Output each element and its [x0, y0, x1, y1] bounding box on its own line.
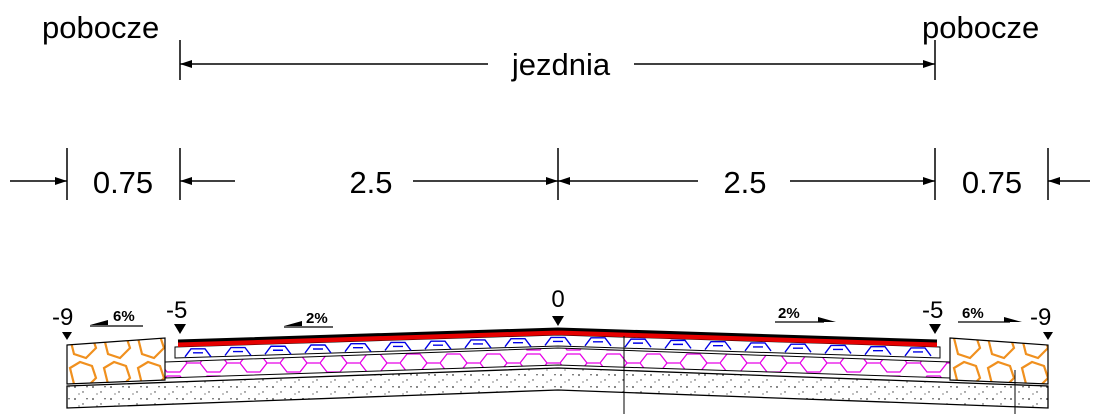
elevation-right-carriageway: -5: [922, 297, 943, 324]
dimension-right-carriageway: 2.5: [723, 165, 766, 200]
binder-course-mark: [544, 336, 572, 346]
slope-left-shoulder: 6%: [113, 308, 135, 325]
binder-course-mark: [504, 337, 532, 348]
binder-course-mark: [744, 342, 772, 352]
wearing-course-layer: [178, 330, 937, 347]
width-dimensions: 0.75 2.5 2.5 0.75: [10, 148, 1090, 200]
shoulder-right-label: pobocze: [922, 10, 1039, 45]
dimension-left-carriageway: 2.5: [349, 165, 392, 200]
binder-course-mark: [784, 343, 812, 353]
binder-course-mark: [384, 341, 412, 351]
binder-course-marks: [184, 336, 932, 358]
elevation-markers: -9 -5 0 -5 -9: [52, 286, 1053, 340]
elevation-left-edge: -9: [52, 304, 73, 331]
binder-course-mark: [864, 345, 892, 356]
binder-course-mark: [344, 343, 372, 353]
binder-course-mark: [224, 346, 252, 356]
shoulder-left-label: pobocze: [42, 10, 159, 45]
binder-course-mark: [424, 340, 452, 350]
dimension-right-shoulder: 0.75: [962, 165, 1022, 200]
pavement-section: [66, 327, 1049, 414]
lower-base-layer: [66, 367, 1049, 409]
binder-course-mark: [264, 345, 292, 355]
binder-course-mark: [584, 337, 612, 347]
carriageway-dimension: jezdnia: [179, 40, 936, 82]
binder-course-mark: [904, 347, 932, 357]
slope-right-shoulder: 6%: [962, 305, 984, 322]
elevation-axis: 0: [551, 286, 564, 313]
binder-course-mark: [624, 338, 652, 348]
elevation-right-edge: -9: [1030, 304, 1051, 331]
slope-left-carriageway: 2%: [306, 310, 328, 327]
binder-course-mark: [704, 340, 732, 351]
binder-course-mark: [184, 348, 212, 358]
elevation-left-carriageway: -5: [166, 297, 187, 324]
binder-course-mark: [464, 339, 492, 349]
binder-course-mark: [664, 339, 692, 349]
binder-course-mark: [304, 344, 332, 354]
dimension-left-shoulder: 0.75: [93, 165, 153, 200]
left-shoulder-layer: [66, 337, 166, 385]
carriageway-label: jezdnia: [511, 47, 611, 82]
slope-right-carriageway: 2%: [778, 305, 800, 322]
slope-indicators: 6% 2% 2% 6%: [90, 305, 1022, 328]
right-shoulder-layer: [949, 337, 1049, 385]
binder-course-mark: [824, 344, 852, 354]
